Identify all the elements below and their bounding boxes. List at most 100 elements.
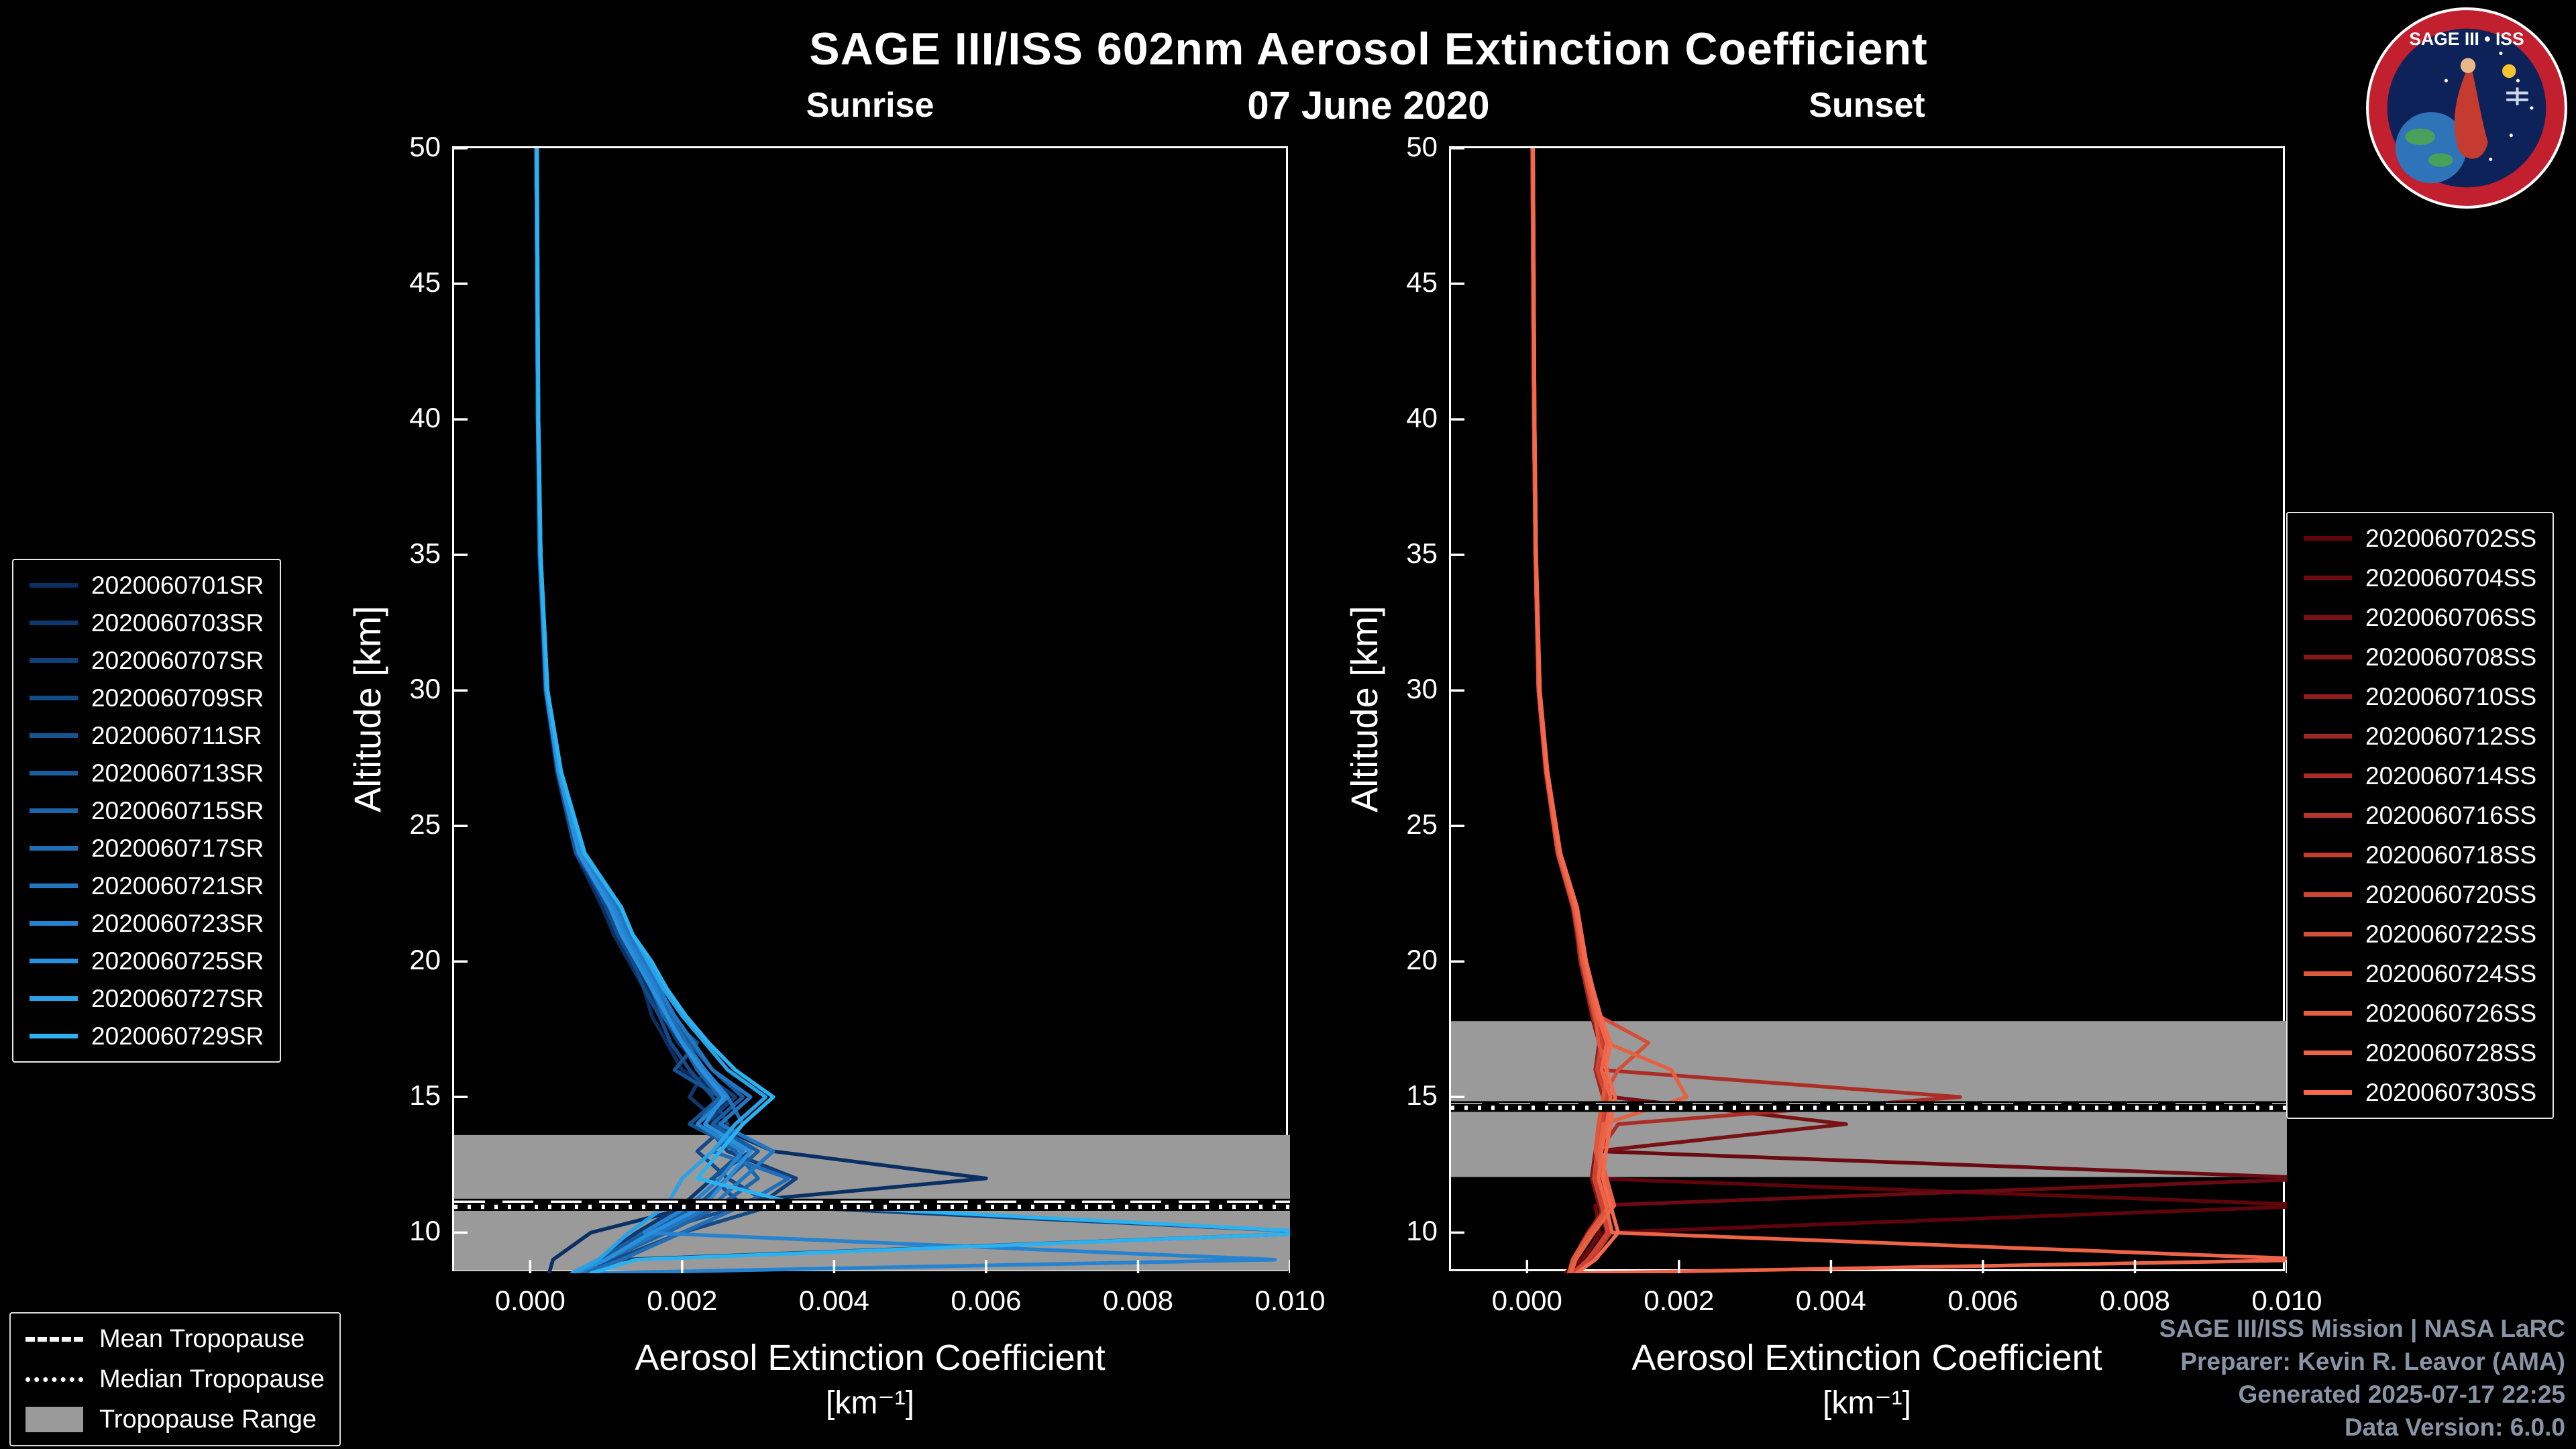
legend-line-swatch [2304,1090,2352,1095]
sunrise-x-axis-units: [km⁻¹] [826,1385,914,1421]
legend-label: 2020060727SR [91,984,264,1012]
x-tick-label: 0.010 [2251,1285,2322,1316]
legend-line-swatch [30,1034,78,1038]
legend-label: 2020060711SR [91,721,262,749]
legend-line-swatch [2304,576,2352,580]
legend-label: 2020060722SS [2365,920,2537,948]
tropopause-range-label: Tropopause Range [99,1405,317,1434]
legend-label: 2020060715SR [91,796,264,824]
x-tick-label: 0.004 [798,1285,869,1316]
y-tick-label: 15 [409,1079,441,1112]
y-tick-label: 50 [1406,131,1438,162]
legend-item: 2020060709SR [30,682,264,714]
legend-item: 2020060712SS [2304,720,2536,752]
logo-earth-land [2428,153,2453,167]
sunrise-x-axis-label: Aerosol Extinction Coefficient [635,1338,1106,1378]
legend-label: 2020060718SS [2365,841,2537,869]
legend-line-swatch [2304,615,2352,620]
sunrise-plot-area [454,147,1291,1273]
sunset-subtitle: Sunset [1809,86,1925,125]
legend-item: 2020060722SS [2304,918,2536,950]
profile-line-2020060709SR [534,148,775,1273]
sunset-panel: Sunset Altitude [km] Aerosol Extinction … [1343,86,2322,1421]
legend-label: 2020060729SR [91,1022,264,1050]
y-tick-label: 35 [409,537,441,570]
profile-line-2020060723SR [534,148,1277,1273]
y-tick-label: 20 [409,944,441,976]
x-tick-label: 0.008 [1102,1285,1173,1316]
legend-line-swatch [2304,1011,2352,1016]
legend-label: 2020060726SS [2365,999,2537,1027]
tropopause-range-band [1451,1021,2287,1177]
legend-line-swatch [2304,892,2352,897]
legend-item: 2020060711SR [30,720,264,751]
sunset-x-axis-label: Aerosol Extinction Coefficient [1631,1338,2102,1378]
median-tropopause-label: Median Tropopause [99,1364,325,1393]
x-tick-label: 0.002 [647,1285,718,1316]
y-tick-label: 20 [1406,944,1438,976]
legend-line-swatch [2304,536,2352,541]
legend-item: 2020060718SS [2304,839,2536,871]
credit-preparer: Preparer: Kevin R. Leavor (AMA) [2180,1348,2565,1375]
y-tick-label: 30 [1406,673,1438,705]
legend-item: 2020060729SR [30,1020,264,1052]
credit-generated: Generated 2025-07-17 22:25 [2238,1381,2565,1408]
legend-item: 2020060720SS [2304,879,2536,910]
profile-line-2020060701SR [534,148,988,1273]
legend-label: 2020060728SS [2365,1038,2537,1067]
legend-item: 2020060706SS [2304,602,2536,633]
credit-version: Data Version: 6.0.0 [2344,1413,2565,1441]
profile-line-2020060730SS [1531,148,1620,1273]
legend-item: 2020060713SR [30,757,264,789]
profile-line-2020060717SR [534,148,791,1273]
legend-label: 2020060717SR [91,834,264,862]
y-tick-label: 45 [409,266,441,299]
sunrise-panel: Sunrise Altitude [km] Aerosol Extinction… [346,86,1326,1421]
legend-item: 2020060726SS [2304,998,2536,1029]
legend-line-swatch [30,808,78,813]
y-tick-label: 10 [1406,1215,1438,1247]
legend-line-swatch [30,658,78,663]
legend-line-swatch [2304,1051,2352,1055]
x-tick-label: 0.000 [1491,1285,1562,1316]
legend-item: 2020060710SS [2304,681,2536,712]
legend-item: 2020060721SR [30,870,264,902]
legend-line-swatch [2304,773,2352,778]
legend-item: 2020060723SR [30,908,264,939]
sage-iss-mission-logo: SAGE III • ISS [2366,7,2567,209]
x-tick-label: 0.006 [951,1285,1022,1316]
mean-tropopause-legend-item: Mean Tropopause [25,1320,325,1358]
legend-label: 2020060721SR [91,871,264,900]
credit-mission: SAGE III/ISS Mission | NASA LaRC [2159,1315,2565,1342]
legend-label: 2020060720SS [2365,880,2537,908]
mean-tropopause-label: Mean Tropopause [99,1324,305,1353]
legend-label: 2020060708SS [2365,643,2537,671]
y-tick-label: 40 [1406,402,1438,434]
y-tick-label: 25 [409,808,441,841]
x-tick-label: 0.010 [1254,1285,1326,1316]
legend-line-swatch [30,733,78,738]
legend-item: 2020060716SS [2304,800,2536,831]
sunrise-subtitle: Sunrise [806,86,934,125]
sunset-plot-svg [1451,147,2288,1273]
legend-label: 2020060707SR [91,646,264,674]
legend-item: 2020060715SR [30,795,264,826]
median-tropopause-legend-item: Median Tropopause [25,1360,325,1398]
y-tick-label: 10 [409,1215,441,1247]
legend-line-swatch [30,583,78,588]
legend-line-swatch [30,883,78,888]
legend-item: 2020060728SS [2304,1037,2536,1069]
legend-line-swatch [30,959,78,963]
y-tick-label: 30 [409,673,441,705]
legend-item: 2020060704SS [2304,562,2536,594]
legend-item: 2020060727SR [30,983,264,1014]
y-tick-label: 35 [1406,537,1438,570]
legend-label: 2020060710SS [2365,682,2537,710]
x-tick-label: 0.008 [2099,1285,2170,1316]
legend-label: 2020060706SS [2365,603,2537,631]
gray-band-swatch [25,1407,83,1432]
legend-item: 2020060708SS [2304,641,2536,673]
legend-item: 2020060730SS [2304,1077,2536,1108]
legend-item: 2020060724SS [2304,958,2536,989]
